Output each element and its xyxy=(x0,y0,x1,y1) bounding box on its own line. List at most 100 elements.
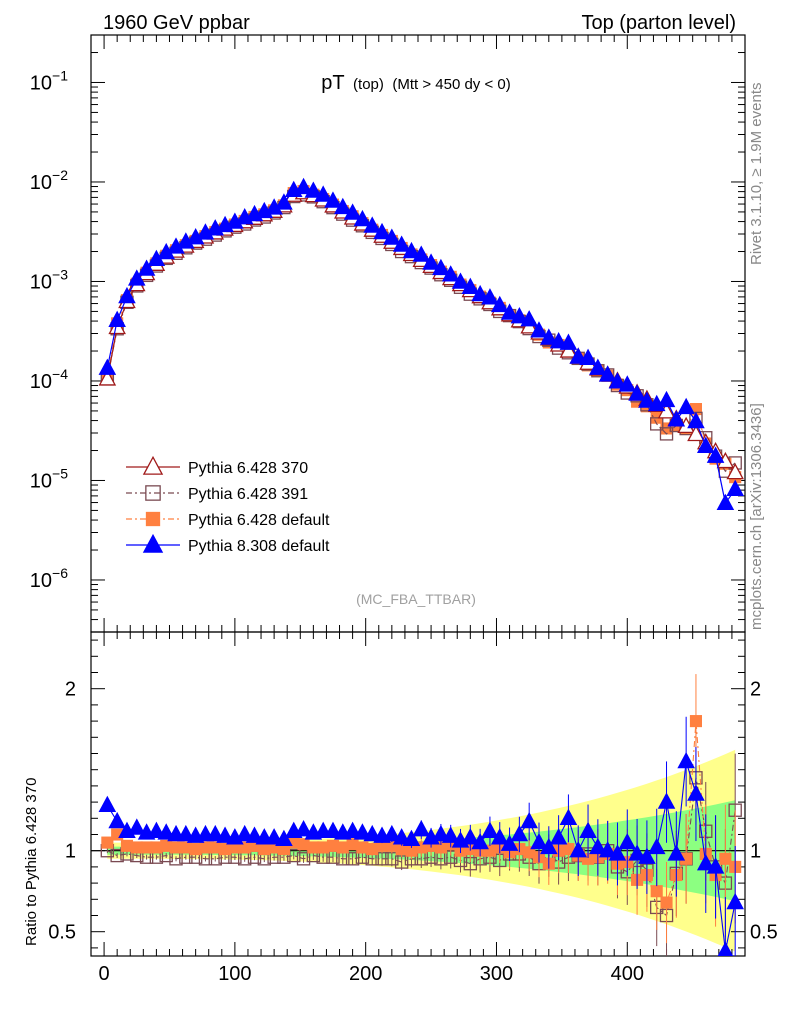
main-data-point xyxy=(667,410,686,427)
main-data-point xyxy=(716,493,735,511)
ratio-data-point xyxy=(579,821,597,838)
ratio-data-point xyxy=(98,795,117,813)
ratio-data-point xyxy=(660,896,673,909)
main-data-point xyxy=(598,365,617,382)
ratio-data-point xyxy=(405,844,418,857)
ratio-y-tick-label-left: 2 xyxy=(65,679,76,701)
ratio-data-point xyxy=(206,824,225,842)
main-data-point xyxy=(304,181,323,198)
main-data-point xyxy=(451,272,470,289)
main-data-point xyxy=(98,358,117,375)
legend-label: Pythia 6.428 370 xyxy=(188,460,308,477)
main-panel: 10−6 10−5 10−4 10−3 10−2 10−1 xyxy=(30,34,746,633)
ratio-data-point xyxy=(189,843,202,856)
ratio-data-point xyxy=(510,824,529,842)
main-data-point xyxy=(441,265,460,282)
legend-item: Pythia 6.428 391 xyxy=(126,485,308,503)
ratio-data-point xyxy=(235,824,254,842)
plot-title-sub2: (Mtt > 450 dy < 0) xyxy=(392,76,510,93)
main-data-point xyxy=(618,375,637,392)
main-data-point xyxy=(628,384,646,401)
main-data-point xyxy=(422,253,440,270)
ratio-data-point xyxy=(326,839,340,852)
ratio-data-point xyxy=(687,784,705,801)
main-data-point xyxy=(334,197,352,215)
ratio-data-point xyxy=(343,821,362,838)
main-data-point xyxy=(127,269,146,286)
main-data-point xyxy=(657,390,676,408)
ratio-data-point xyxy=(589,837,607,855)
ratio-data-point xyxy=(471,832,489,850)
ratio-data-point xyxy=(150,841,163,854)
main-y-tick-label: 10−1 xyxy=(30,67,68,94)
ratio-data-point xyxy=(569,841,588,858)
main-data-point xyxy=(677,397,695,415)
legend-item: Pythia 6.428 default xyxy=(126,511,330,529)
ratio-data-point xyxy=(177,824,195,842)
main-y-tick-label: 10−3 xyxy=(30,266,68,293)
legend-marker xyxy=(142,533,164,553)
main-data-point xyxy=(412,245,431,262)
main-series-4 xyxy=(98,177,744,511)
ratio-data-point xyxy=(307,841,320,854)
main-data-point xyxy=(520,310,538,327)
ratio-data-point xyxy=(140,841,153,854)
ratio-y-tick-label-right: 1 xyxy=(750,841,761,863)
ratio-data-point xyxy=(392,828,411,845)
main-data-point xyxy=(659,427,674,441)
main-y-tick-labels: 10−6 10−5 10−4 10−3 10−2 10−1 xyxy=(30,67,68,592)
ratio-data-point xyxy=(680,852,693,865)
ratio-data-point xyxy=(608,844,627,861)
ratio-data-point xyxy=(346,838,359,851)
ratio-series-4 xyxy=(98,716,744,956)
ratio-data-point xyxy=(520,811,538,829)
ratio-data-point xyxy=(317,841,330,854)
plot-title-sub1: (top) xyxy=(353,76,384,93)
main-data-point xyxy=(589,358,607,375)
ratio-data-point xyxy=(199,841,212,854)
header-left-text: 1960 GeV ppbar xyxy=(103,12,250,34)
ratio-y-axis-label: Ratio to Pythia 6.428 370 xyxy=(23,778,40,946)
ratio-data-point xyxy=(500,834,519,851)
main-data-point xyxy=(500,303,519,320)
legend-label: Pythia 6.428 default xyxy=(188,512,330,529)
ratio-x-tick-label: 300 xyxy=(480,963,513,985)
ratio-data-point xyxy=(618,832,637,850)
plot-title: pT (top) (Mtt > 450 dy < 0) xyxy=(321,72,510,94)
ratio-series xyxy=(98,674,744,956)
main-data-point xyxy=(510,307,529,324)
ratio-data-point xyxy=(647,837,666,855)
ratio-data-point xyxy=(432,824,450,842)
main-data-point xyxy=(275,193,293,210)
ratio-data-point xyxy=(657,792,676,809)
main-series xyxy=(98,177,744,511)
watermark-label: (MC_FBA_TTBAR) xyxy=(356,591,476,607)
main-series-3 xyxy=(101,184,742,484)
plot-title-main: pT xyxy=(321,72,344,94)
ratio-data-point xyxy=(157,823,175,840)
ratio-data-point xyxy=(336,841,349,854)
ratio-data-point xyxy=(559,808,578,825)
ratio-data-point xyxy=(287,848,301,863)
ratio-data-point xyxy=(667,844,686,861)
ratio-data-point xyxy=(540,837,558,855)
ratio-data-point xyxy=(638,847,656,864)
ratio-data-point xyxy=(717,941,734,956)
ratio-panel: 0.5 0.5 1 1 2 2 0 100 200 300 400 xyxy=(48,631,778,985)
ratio-data-point xyxy=(628,844,646,861)
header-right-text: Top (parton level) xyxy=(581,12,736,34)
main-y-tick-label: 10−4 xyxy=(30,366,68,393)
legend-marker xyxy=(145,511,161,527)
ratio-data-point xyxy=(490,828,509,845)
main-data-point xyxy=(579,348,597,365)
ratio-data-point xyxy=(461,828,480,845)
main-data-point xyxy=(726,479,744,496)
ratio-data-point xyxy=(147,821,166,838)
ratio-data-point xyxy=(216,826,234,843)
ratio-data-point xyxy=(258,843,271,856)
main-data-point xyxy=(402,241,421,259)
ratio-data-point xyxy=(481,821,499,838)
main-data-point xyxy=(118,286,136,304)
ratio-data-point xyxy=(275,829,293,847)
main-data-point xyxy=(108,310,126,328)
